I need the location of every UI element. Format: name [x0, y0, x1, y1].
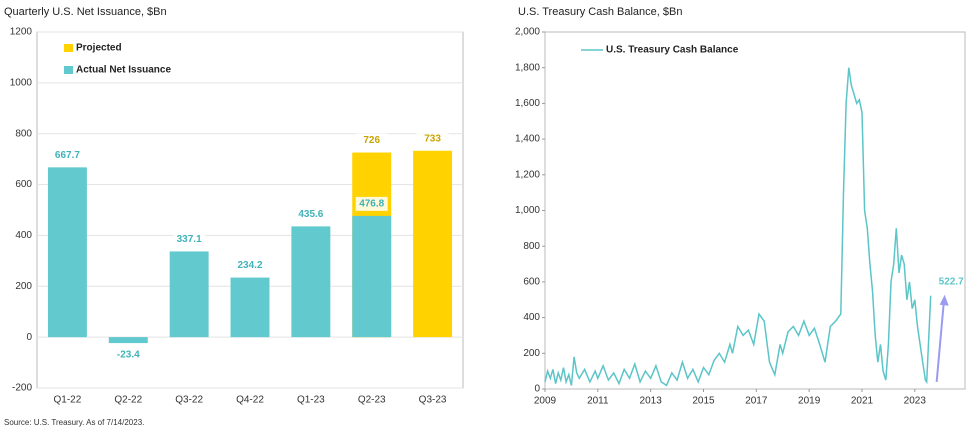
data-label: 435.6	[298, 209, 323, 220]
x-tick-label: 2015	[692, 396, 715, 407]
y-tick-label: -200	[12, 383, 32, 394]
y-tick-label: 1,000	[515, 205, 540, 216]
label-bg	[234, 258, 266, 273]
y-tick-label: 400	[523, 312, 540, 323]
footnote: Source: U.S. Treasury. As of 7/14/2023.	[4, 418, 144, 427]
y-tick-label: 1000	[10, 77, 33, 88]
data-label: 667.7	[55, 150, 80, 161]
bar	[291, 226, 331, 338]
legend-label: U.S. Treasury Cash Balance	[606, 45, 739, 56]
data-label: -23.4	[117, 350, 140, 361]
chart-title: Quarterly U.S. Net Issuance, $Bn	[4, 6, 167, 18]
x-tick-label: 2013	[640, 396, 663, 407]
label-bg	[294, 207, 327, 222]
data-label: 234.2	[237, 260, 262, 271]
data-label: 733	[424, 133, 441, 144]
y-tick-label: 1,800	[515, 62, 540, 73]
y-tick-label: 1200	[10, 27, 33, 38]
x-tick-label: 2023	[904, 396, 927, 407]
legend-label: Projected	[76, 43, 122, 54]
data-label: 476.8	[359, 199, 384, 210]
x-tick-label: 2019	[798, 396, 821, 407]
y-tick-label: 800	[15, 128, 32, 139]
label-bg	[51, 148, 84, 163]
x-tick-label: Q3-22	[175, 395, 203, 406]
bar	[352, 215, 392, 338]
bar	[108, 337, 148, 344]
x-tick-label: Q3-23	[419, 395, 447, 406]
bar	[47, 167, 87, 338]
y-tick-label: 800	[523, 241, 540, 252]
y-tick-label: 600	[15, 179, 32, 190]
x-tick-label: Q2-22	[114, 395, 142, 406]
annotation-arrow	[935, 303, 945, 382]
data-label: 726	[363, 135, 380, 146]
bar	[413, 150, 453, 338]
line	[544, 67, 932, 387]
legend-swatch	[64, 44, 73, 52]
y-tick-label: 200	[523, 348, 540, 359]
x-tick-label: Q2-23	[358, 395, 386, 406]
x-tick-label: Q1-22	[54, 395, 82, 406]
label-bg	[112, 348, 145, 363]
annotation: 522.7	[939, 276, 964, 287]
legend-swatch	[64, 66, 73, 74]
label-bg	[416, 131, 449, 146]
label-bg	[355, 196, 388, 211]
y-tick-label: 1,600	[515, 98, 540, 109]
bar	[230, 277, 270, 338]
label-bg	[355, 133, 388, 148]
x-tick-label: Q4-22	[236, 395, 264, 406]
y-tick-label: 2,000	[515, 27, 540, 38]
y-tick-label: 1,400	[515, 134, 540, 145]
y-tick-label: 600	[523, 277, 540, 288]
data-label: 337.1	[177, 234, 202, 245]
label-bg	[173, 232, 206, 247]
x-tick-label: Q1-23	[297, 395, 325, 406]
annotation-arrowhead	[939, 294, 949, 306]
y-tick-label: 0	[26, 332, 32, 343]
bar	[169, 251, 209, 338]
y-tick-label: 200	[15, 281, 32, 292]
x-tick-label: 2017	[745, 396, 768, 407]
legend-label: Actual Net Issuance	[76, 65, 171, 76]
y-tick-label: 0	[534, 384, 540, 395]
x-tick-label: 2011	[587, 396, 609, 407]
chart-title: U.S. Treasury Cash Balance, $Bn	[518, 6, 682, 18]
y-tick-label: 1,200	[515, 169, 540, 180]
x-tick-label: 2009	[534, 396, 557, 407]
x-tick-label: 2021	[851, 396, 874, 407]
y-tick-label: 400	[15, 230, 32, 241]
